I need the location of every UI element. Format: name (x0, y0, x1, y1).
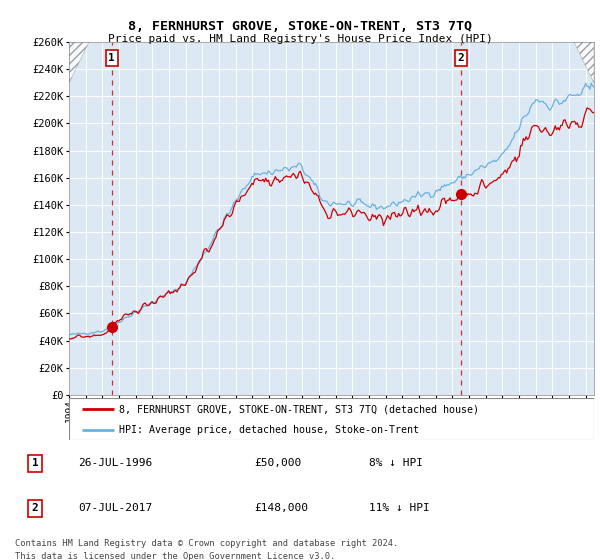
Text: 26-JUL-1996: 26-JUL-1996 (78, 458, 152, 468)
Text: £148,000: £148,000 (254, 503, 308, 514)
Text: £50,000: £50,000 (254, 458, 301, 468)
Text: HPI: Average price, detached house, Stoke-on-Trent: HPI: Average price, detached house, Stok… (119, 426, 419, 435)
Text: 8, FERNHURST GROVE, STOKE-ON-TRENT, ST3 7TQ: 8, FERNHURST GROVE, STOKE-ON-TRENT, ST3 … (128, 20, 472, 32)
Text: 1: 1 (32, 458, 38, 468)
Polygon shape (574, 42, 594, 83)
Text: Contains HM Land Registry data © Crown copyright and database right 2024.: Contains HM Land Registry data © Crown c… (15, 539, 398, 548)
Text: This data is licensed under the Open Government Licence v3.0.: This data is licensed under the Open Gov… (15, 552, 335, 560)
Text: 07-JUL-2017: 07-JUL-2017 (78, 503, 152, 514)
Text: 8, FERNHURST GROVE, STOKE-ON-TRENT, ST3 7TQ (detached house): 8, FERNHURST GROVE, STOKE-ON-TRENT, ST3 … (119, 404, 479, 414)
Polygon shape (69, 42, 89, 83)
Text: 1: 1 (109, 53, 115, 63)
Text: 2: 2 (458, 53, 464, 63)
Text: Price paid vs. HM Land Registry's House Price Index (HPI): Price paid vs. HM Land Registry's House … (107, 34, 493, 44)
FancyBboxPatch shape (69, 398, 594, 440)
Text: 2: 2 (32, 503, 38, 514)
Text: 8% ↓ HPI: 8% ↓ HPI (369, 458, 423, 468)
Text: 11% ↓ HPI: 11% ↓ HPI (369, 503, 430, 514)
